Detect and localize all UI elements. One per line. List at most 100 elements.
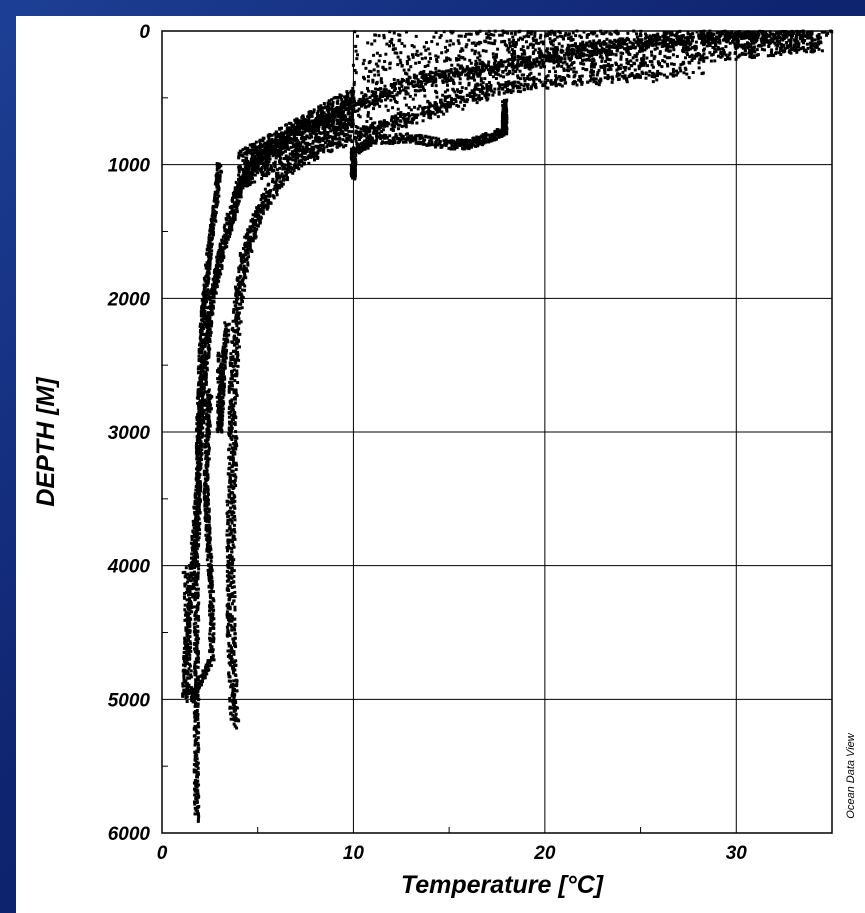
data-point	[207, 241, 211, 245]
data-point	[534, 82, 538, 86]
data-point	[481, 133, 485, 137]
data-point	[216, 354, 220, 358]
data-point	[193, 793, 197, 797]
data-point	[233, 514, 237, 518]
data-point	[194, 564, 198, 568]
data-point	[194, 511, 198, 515]
data-point	[246, 251, 250, 255]
data-point	[441, 102, 445, 106]
data-point	[510, 58, 514, 62]
data-point	[500, 120, 504, 124]
data-point	[630, 41, 634, 45]
data-point	[644, 76, 648, 80]
data-point	[350, 130, 354, 134]
data-point	[211, 208, 215, 212]
data-point	[232, 337, 236, 341]
data-point	[207, 295, 211, 299]
data-point	[184, 626, 188, 630]
data-point	[233, 518, 237, 522]
data-point	[265, 194, 269, 198]
data-point	[218, 403, 222, 407]
data-point	[253, 231, 257, 235]
data-point	[226, 563, 230, 567]
data-point	[182, 676, 186, 680]
data-point	[229, 554, 233, 558]
data-point	[219, 417, 223, 421]
data-point	[230, 418, 234, 422]
data-point	[264, 196, 268, 200]
data-point	[478, 139, 482, 143]
data-point	[285, 178, 289, 182]
data-point	[188, 640, 192, 644]
data-point	[248, 245, 252, 249]
data-point	[188, 566, 192, 570]
data-point	[227, 489, 231, 493]
data-point	[182, 654, 186, 658]
data-point	[213, 269, 217, 273]
data-point	[249, 227, 253, 231]
data-point	[248, 248, 252, 252]
data-point	[472, 88, 476, 92]
data-point	[207, 326, 211, 330]
data-point	[232, 599, 236, 603]
data-point	[492, 90, 496, 94]
data-point	[228, 706, 232, 710]
data-point	[231, 319, 235, 323]
data-point	[234, 349, 238, 353]
data-point	[620, 45, 624, 49]
data-point	[478, 98, 482, 102]
data-point	[208, 261, 212, 265]
data-point	[192, 573, 196, 577]
data-point	[224, 237, 228, 241]
data-point	[194, 657, 198, 661]
data-point	[350, 111, 354, 115]
data-point	[591, 73, 595, 77]
data-point	[195, 547, 199, 551]
data-point	[200, 318, 204, 322]
data-point	[218, 394, 222, 398]
data-point	[424, 82, 428, 86]
data-point	[331, 143, 335, 147]
data-point	[200, 377, 204, 381]
data-point	[233, 628, 237, 632]
data-point	[497, 92, 501, 96]
data-point	[182, 688, 186, 692]
data-point	[443, 97, 447, 101]
data-point	[200, 452, 204, 456]
data-point	[251, 222, 255, 226]
data-point	[541, 64, 545, 68]
data-point	[195, 591, 199, 595]
data-point	[300, 155, 304, 159]
data-point	[545, 54, 549, 58]
data-point	[500, 83, 504, 87]
data-point	[193, 779, 197, 783]
data-point	[391, 95, 395, 99]
data-point	[195, 615, 199, 619]
data-point	[194, 485, 198, 489]
data-point	[418, 72, 422, 76]
data-point	[408, 120, 412, 124]
data-point	[470, 95, 474, 99]
data-point	[640, 41, 644, 45]
data-point	[488, 71, 492, 75]
data-point	[228, 518, 232, 522]
data-point	[200, 373, 204, 377]
data-point	[519, 82, 523, 86]
data-point	[234, 484, 238, 488]
data-point	[194, 764, 198, 768]
data-point	[325, 139, 329, 143]
data-point	[262, 192, 266, 196]
data-point	[213, 190, 217, 194]
data-point	[354, 129, 358, 133]
data-point	[234, 716, 238, 720]
data-point	[538, 78, 542, 82]
data-point	[573, 73, 577, 77]
data-point	[206, 346, 210, 350]
data-point	[233, 724, 237, 728]
data-point	[371, 92, 375, 96]
data-point	[610, 80, 614, 84]
data-point	[373, 121, 377, 125]
data-point	[502, 98, 506, 102]
data-point	[773, 34, 777, 38]
data-point	[404, 89, 408, 93]
